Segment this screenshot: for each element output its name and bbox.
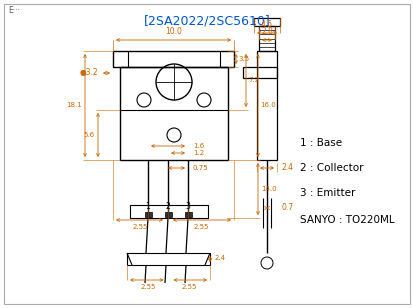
Text: 1: 1 <box>145 202 150 211</box>
Text: 16.0: 16.0 <box>259 103 275 108</box>
Bar <box>127 253 209 265</box>
Text: 1.2: 1.2 <box>192 150 204 156</box>
Text: [2SA2022/2SC5610]: [2SA2022/2SC5610] <box>143 15 270 28</box>
Bar <box>145 212 152 217</box>
Bar <box>259 26 274 51</box>
Text: ●3.2: ●3.2 <box>79 68 98 78</box>
Text: 0.75: 0.75 <box>192 165 208 171</box>
Text: SANYO : TO220ML: SANYO : TO220ML <box>299 215 394 225</box>
Text: 2.8: 2.8 <box>261 27 272 36</box>
Text: 5.6: 5.6 <box>84 132 95 138</box>
Text: 2.55: 2.55 <box>181 284 197 290</box>
Bar <box>242 67 276 78</box>
Text: 4.5: 4.5 <box>260 20 273 29</box>
Bar <box>256 51 276 160</box>
Text: 14.0: 14.0 <box>260 186 276 192</box>
Text: 3.5: 3.5 <box>237 56 249 62</box>
Text: 10.0: 10.0 <box>165 27 181 36</box>
Text: 3: 3 <box>185 202 190 211</box>
Bar <box>165 212 171 217</box>
Text: 2.55: 2.55 <box>193 224 208 230</box>
Text: 0.7: 0.7 <box>281 204 293 213</box>
Text: E···: E··· <box>8 6 20 15</box>
Bar <box>185 212 192 217</box>
Text: 2.55: 2.55 <box>140 284 155 290</box>
Text: 2.4: 2.4 <box>214 255 225 261</box>
Text: 3 : Emitter: 3 : Emitter <box>299 188 354 198</box>
Text: 1.6: 1.6 <box>192 143 204 149</box>
Bar <box>254 18 279 26</box>
Text: 18.1: 18.1 <box>66 103 82 108</box>
Bar <box>113 51 233 67</box>
Text: 2.55: 2.55 <box>133 224 148 230</box>
Text: 7.2: 7.2 <box>247 78 259 83</box>
Text: 2: 2 <box>165 202 170 211</box>
Text: 2.4: 2.4 <box>281 164 293 172</box>
Bar <box>130 205 207 218</box>
Bar <box>120 67 228 160</box>
Text: 1 : Base: 1 : Base <box>299 138 341 148</box>
Text: 2 : Collector: 2 : Collector <box>299 163 363 173</box>
